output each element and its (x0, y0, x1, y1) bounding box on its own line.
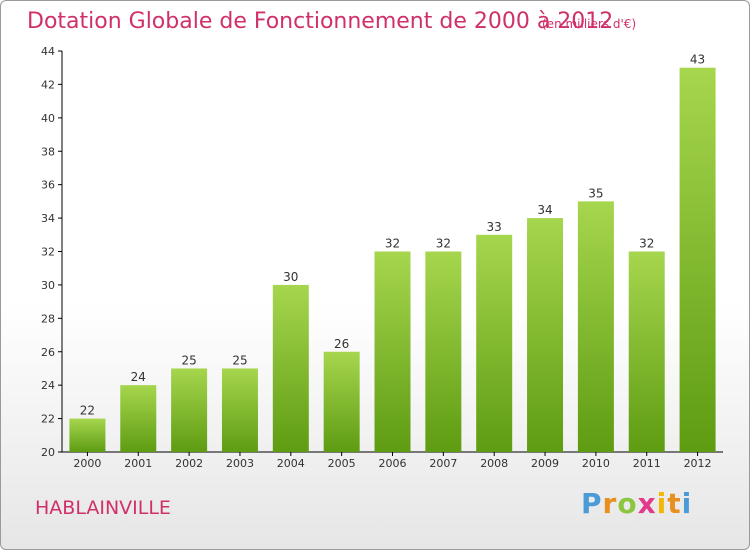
logo-letter: o (617, 487, 638, 520)
y-tick-label: 38 (41, 145, 55, 158)
x-tick-label: 2004 (277, 457, 305, 470)
data-label-2000: 22 (80, 404, 95, 418)
data-label-2010: 35 (588, 186, 603, 200)
x-tick-label: 2002 (175, 457, 203, 470)
y-tick-label: 24 (41, 379, 55, 392)
x-tick-label: 2000 (73, 457, 101, 470)
x-tick-label: 2009 (531, 457, 559, 470)
y-tick-label: 32 (41, 246, 55, 259)
logo-letter: t (667, 487, 682, 520)
logo-letter: i (681, 487, 693, 520)
y-tick-label: 26 (41, 346, 55, 359)
data-label-2009: 34 (537, 203, 552, 217)
data-label-2006: 32 (385, 237, 400, 251)
y-tick-label: 36 (41, 179, 55, 192)
bar-2011 (628, 251, 665, 452)
chart-subtitle: (en milliers d'€) (542, 17, 637, 31)
x-tick-label: 2003 (226, 457, 254, 470)
bar-2009 (527, 218, 564, 452)
y-tick-label: 34 (41, 212, 55, 225)
x-tick-label: 2010 (582, 457, 610, 470)
data-label-2011: 32 (639, 237, 654, 251)
bar-2006 (374, 251, 411, 452)
bar-2010 (577, 201, 614, 452)
logo-letter: P (581, 487, 603, 520)
proxiti-logo: Proxiti (581, 487, 692, 520)
data-label-2001: 24 (131, 370, 146, 384)
data-label-2005: 26 (334, 337, 349, 351)
data-label-2002: 25 (181, 353, 196, 367)
bar-2012 (679, 67, 716, 452)
bar-2008 (476, 234, 513, 452)
x-tick-label: 2007 (429, 457, 457, 470)
y-tick-label: 22 (41, 413, 55, 426)
town-name: HABLAINVILLE (35, 497, 171, 519)
bar-2005 (323, 351, 360, 452)
y-tick-label: 40 (41, 112, 55, 125)
data-label-2003: 25 (232, 353, 247, 367)
x-tick-label: 2012 (684, 457, 712, 470)
bar-2001 (120, 385, 157, 452)
data-label-2004: 30 (283, 270, 298, 284)
x-tick-label: 2001 (124, 457, 152, 470)
x-tick-label: 2006 (379, 457, 407, 470)
y-tick-label: 28 (41, 312, 55, 325)
logo-letter: r (602, 487, 618, 520)
y-tick-label: 30 (41, 279, 55, 292)
logo-letter: i (656, 487, 668, 520)
data-label-2008: 33 (487, 220, 502, 234)
data-label-2007: 32 (436, 237, 451, 251)
chart-title: Dotation Globale de Fonctionnement de 20… (27, 9, 614, 34)
bar-2007 (425, 251, 462, 452)
bar-2003 (221, 368, 258, 452)
bar-2002 (171, 368, 208, 452)
bar-2000 (69, 418, 106, 452)
y-tick-label: 42 (41, 78, 55, 91)
bar-2004 (272, 284, 309, 452)
y-tick-label: 20 (41, 446, 55, 459)
y-tick-label: 44 (41, 45, 55, 58)
x-tick-label: 2008 (480, 457, 508, 470)
logo-letter: x (637, 487, 657, 520)
x-tick-label: 2005 (328, 457, 356, 470)
x-tick-label: 2011 (633, 457, 661, 470)
data-label-2012: 43 (690, 53, 705, 67)
